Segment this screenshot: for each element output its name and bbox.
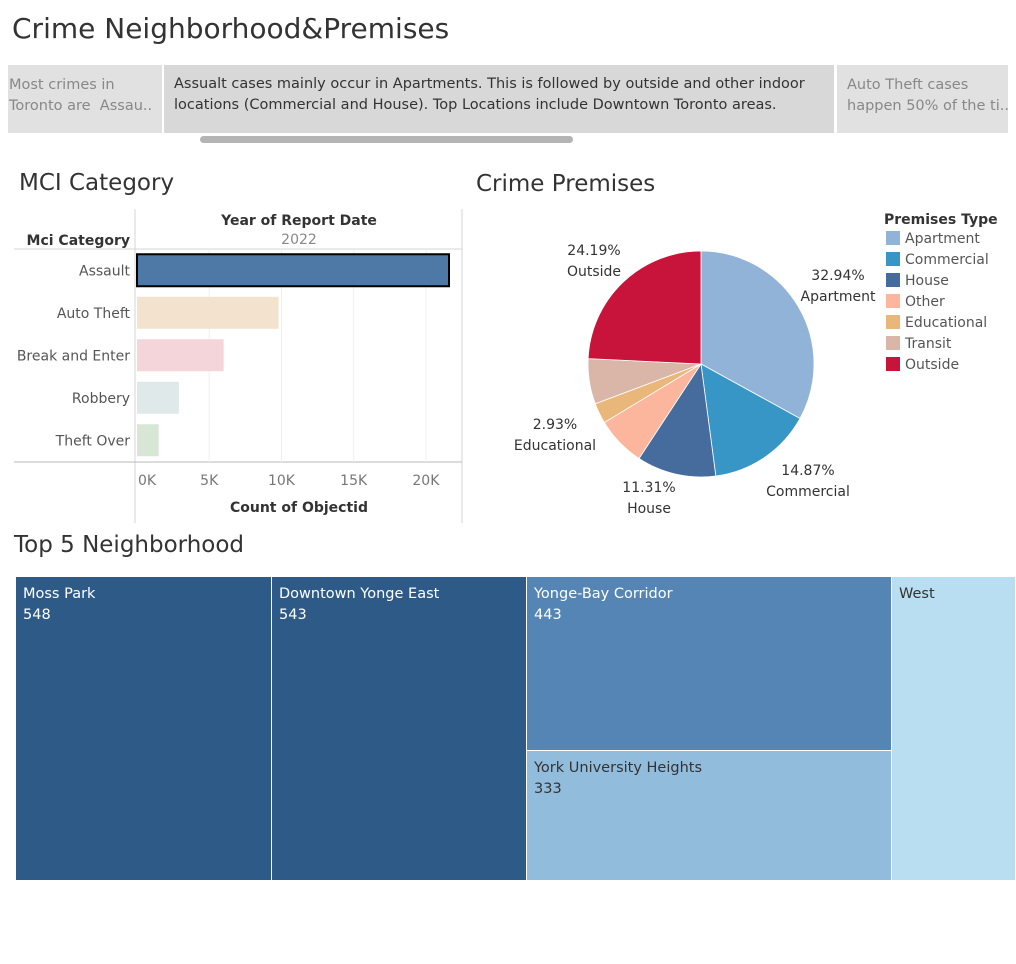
story-point-2[interactable]: Assualt cases mainly occur in Apartments… — [164, 65, 834, 133]
story-point-2-text: Assualt cases mainly occur in Apartments… — [174, 76, 805, 113]
treemap-cell-name: West — [899, 586, 935, 602]
pie-slice-apartment — [700, 250, 815, 420]
story-scrollbar[interactable] — [200, 136, 573, 143]
x-tick-label: 20K — [412, 473, 440, 489]
treemap-cell-name: Yonge-Bay Corridor — [534, 586, 673, 602]
pie-category-label: House — [627, 501, 671, 517]
legend-swatch — [886, 294, 900, 308]
legend-swatch — [886, 357, 900, 371]
pie-data-label: 32.94% — [811, 268, 864, 284]
treemap-cell-value: 543 — [279, 607, 307, 623]
treemap-cell-west[interactable]: West — [891, 576, 1016, 881]
legend-swatch — [886, 252, 900, 266]
mci-category-title: MCI Category — [19, 170, 175, 196]
legend-swatch — [886, 336, 900, 350]
treemap-cell-moss-park[interactable]: Moss Park 548 — [15, 576, 272, 881]
column-header: Year of Report Date — [220, 213, 377, 229]
treemap-cell-york-university-heights[interactable]: York University Heights 333 — [526, 750, 892, 881]
legend-title: Premises Type — [884, 212, 998, 228]
treemap-cell-downtown-yonge-east[interactable]: Downtown Yonge East 543 — [271, 576, 527, 881]
bar-theft-over — [137, 424, 159, 457]
story-point-3-text: Auto Theft cases happen 50% of the ti.. — [847, 77, 1008, 114]
treemap-cell-value: 333 — [534, 781, 562, 797]
treemap-cell-name: Downtown Yonge East — [279, 586, 440, 602]
pie-data-label: 24.19% — [567, 243, 620, 259]
premises-legend: Premises Type Apartment Commercial House Ot… — [884, 212, 998, 373]
pie-category-label: Apartment — [801, 289, 876, 305]
bar-auto-theft — [137, 296, 279, 329]
dashboard-title: Crime Neighborhood&Premises — [12, 12, 450, 45]
pie-category-label: Educational — [514, 438, 596, 454]
year-label: 2022 — [281, 232, 317, 248]
pie-category-label: Outside — [567, 264, 621, 280]
treemap-cell-yonge-bay-corridor[interactable]: Yonge-Bay Corridor 443 — [526, 576, 892, 751]
pie-slice-house — [638, 362, 717, 478]
category-label: Break and Enter — [17, 348, 130, 364]
legend-item-label: Transit — [904, 336, 952, 352]
premises-pie-chart: 32.94% Apartment 14.87% Commercial 11.31% Hou… — [514, 243, 876, 517]
x-tick-label: 0K — [138, 473, 157, 489]
legend-item-label: Outside — [905, 357, 959, 373]
legend-item-label: Other — [905, 294, 945, 310]
treemap-cell-value: 443 — [534, 607, 562, 623]
treemap-cell-name: Moss Park — [23, 586, 96, 602]
pie-category-label: Commercial — [766, 484, 850, 500]
category-label: Assault — [79, 263, 131, 279]
row-header: Mci Category — [27, 233, 130, 249]
x-tick-label: 15K — [340, 473, 368, 489]
pie-data-label: 14.87% — [781, 463, 834, 479]
x-axis-label: Count of Objectid — [230, 500, 368, 516]
pie-data-label: 2.93% — [533, 417, 577, 433]
story-point-3[interactable]: Auto Theft cases happen 50% of the ti.. — [837, 65, 1008, 133]
legend-item-label: House — [905, 273, 949, 289]
category-label: Robbery — [72, 391, 130, 407]
legend-swatch — [886, 231, 900, 245]
mci-bar-chart: Year of Report Date 2022 Mci Category Co… — [14, 209, 463, 523]
legend-item-label: Apartment — [905, 231, 980, 247]
bar-robbery — [137, 381, 179, 414]
legend-swatch — [886, 315, 900, 329]
pie-slice-commercial — [700, 363, 801, 477]
x-tick-label: 5K — [200, 473, 219, 489]
legend-item-label: Commercial — [905, 252, 989, 268]
bar-break-and-enter — [137, 339, 224, 372]
pie-data-label: 11.31% — [622, 480, 675, 496]
treemap-cell-name: York University Heights — [534, 760, 703, 776]
treemap-cell-value: 548 — [23, 607, 51, 623]
story-point-1[interactable]: Most crimes in Toronto are Assau.. — [8, 65, 162, 133]
legend-item-label: Educational — [905, 315, 987, 331]
top5-neighborhood-title: Top 5 Neighborhood — [14, 532, 245, 558]
crime-premises-title: Crime Premises — [476, 171, 656, 197]
pie-slice-outside — [587, 250, 702, 365]
legend-swatch — [886, 273, 900, 287]
category-label: Auto Theft — [57, 306, 131, 322]
x-tick-label: 10K — [268, 473, 296, 489]
bar-assault — [136, 253, 450, 288]
category-label: Theft Over — [55, 433, 131, 449]
story-point-1-text: Most crimes in Toronto are Assau.. — [9, 77, 153, 114]
